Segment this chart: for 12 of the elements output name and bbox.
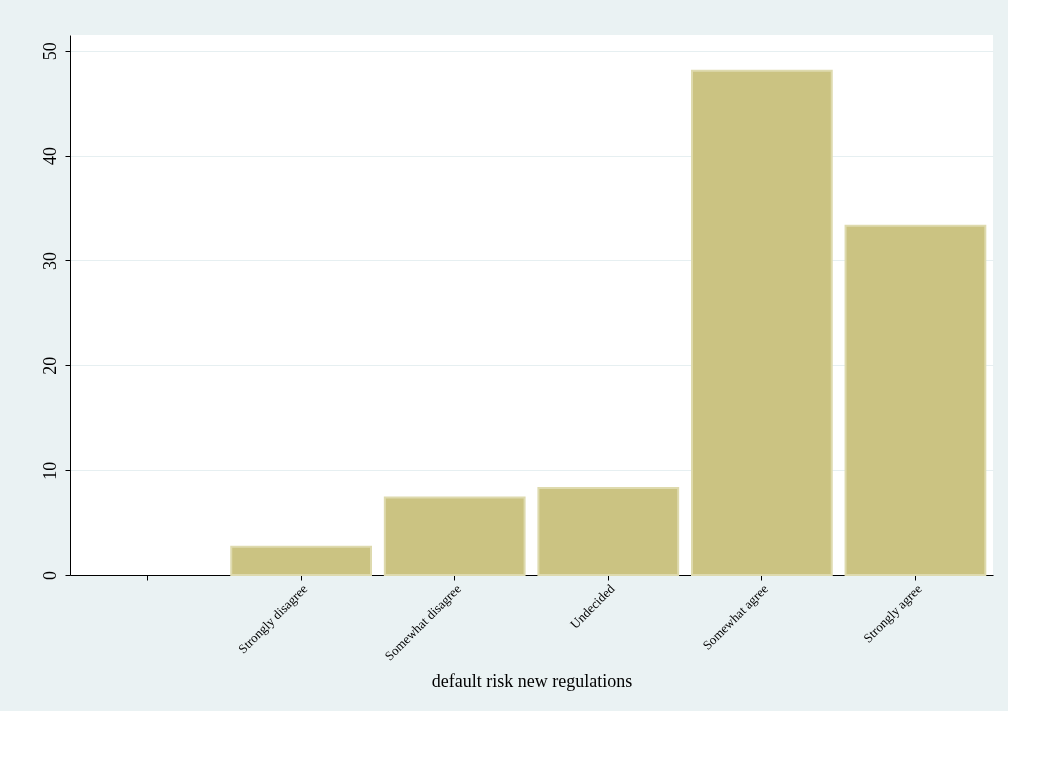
y-tick-label: 50 [39, 42, 60, 61]
x-axis-title: default risk new regulations [431, 671, 633, 692]
bar [383, 496, 526, 576]
bar [690, 69, 833, 576]
y-tick-label: 30 [39, 251, 60, 270]
y-tick-label: 10 [39, 461, 60, 480]
y-tick-label: 20 [39, 356, 60, 375]
bar [537, 486, 680, 576]
y-tick-label: 0 [39, 571, 60, 580]
bar [230, 545, 373, 576]
y-tick-label: 40 [39, 147, 60, 166]
bar [844, 224, 987, 576]
